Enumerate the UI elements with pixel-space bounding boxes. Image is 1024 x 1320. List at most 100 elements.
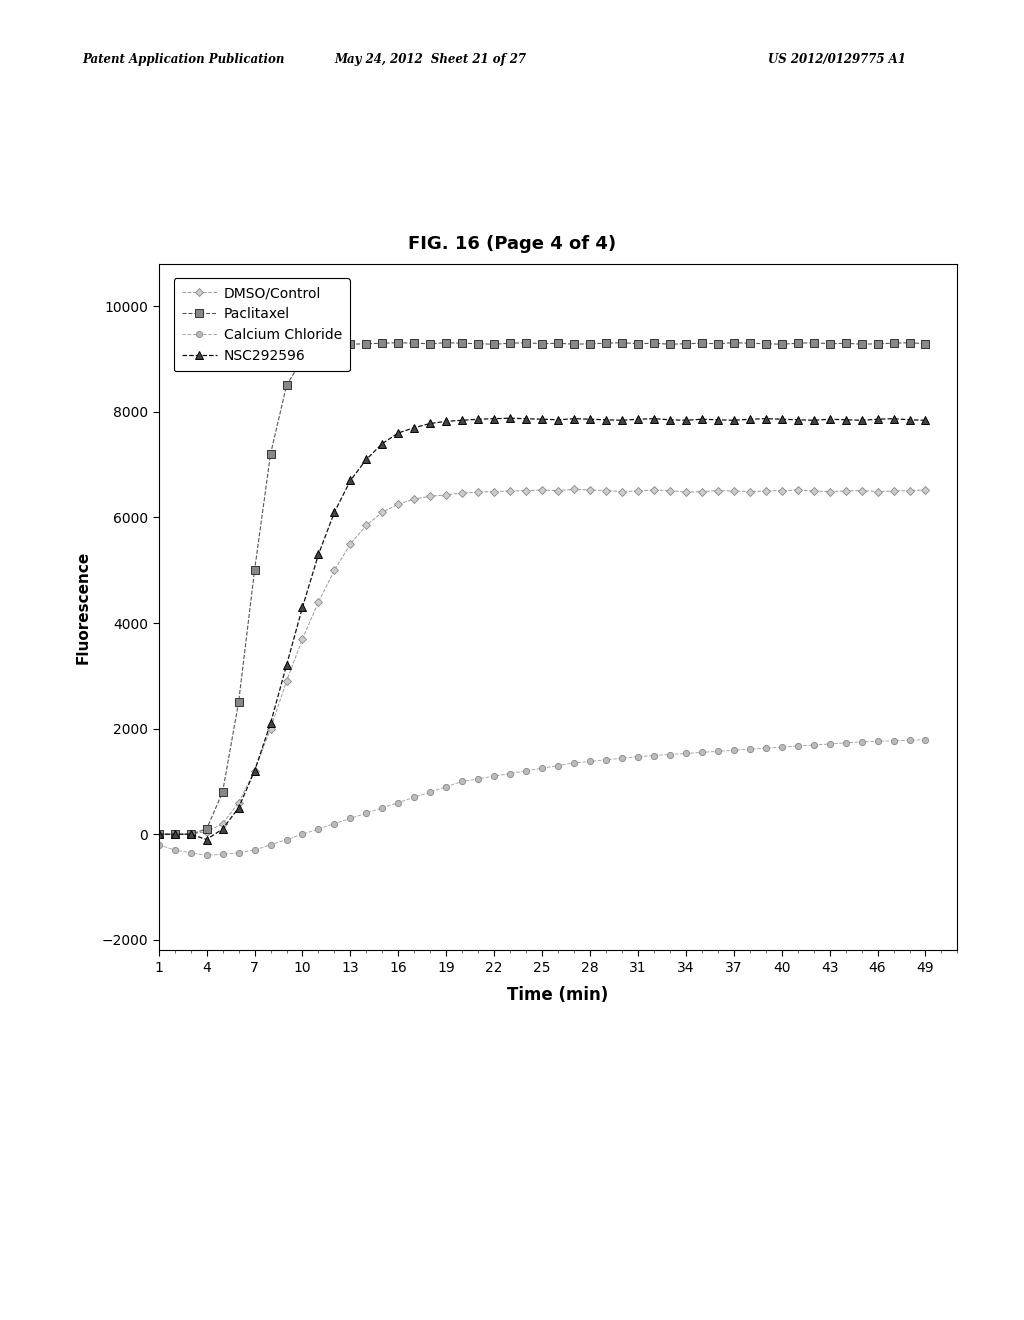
DMSO/Control (808, 483, 820, 499)
DMSO/Control (600, 483, 612, 499)
NSC292596 (169, 826, 181, 842)
NSC292596 (600, 412, 612, 428)
NSC292596 (201, 832, 213, 847)
Paclitaxel (728, 335, 740, 351)
DMSO/Control (424, 488, 436, 504)
NSC292596 (615, 412, 628, 428)
Line: Calcium Chloride: Calcium Chloride (156, 737, 929, 858)
Text: US 2012/0129775 A1: US 2012/0129775 A1 (768, 53, 906, 66)
NSC292596 (504, 411, 516, 426)
NSC292596 (216, 821, 228, 837)
Paclitaxel (792, 335, 804, 351)
NSC292596 (409, 420, 421, 436)
Paclitaxel (472, 335, 484, 351)
DMSO/Control (472, 484, 484, 500)
NSC292596 (153, 826, 165, 842)
Calcium Chloride (504, 766, 516, 781)
Paclitaxel (536, 335, 548, 351)
Calcium Chloride (296, 826, 308, 842)
Calcium Chloride (903, 733, 915, 748)
Paclitaxel (600, 335, 612, 351)
Calcium Chloride (888, 733, 900, 748)
NSC292596 (424, 416, 436, 432)
DMSO/Control (488, 483, 501, 499)
Calcium Chloride (376, 800, 388, 816)
Paclitaxel (920, 335, 932, 351)
DMSO/Control (888, 483, 900, 499)
DMSO/Control (552, 483, 564, 499)
DMSO/Control (392, 496, 404, 512)
Paclitaxel (153, 826, 165, 842)
NSC292596 (184, 826, 197, 842)
NSC292596 (903, 412, 915, 428)
NSC292596 (855, 412, 867, 428)
NSC292596 (552, 412, 564, 428)
Line: NSC292596: NSC292596 (155, 414, 930, 843)
NSC292596 (728, 412, 740, 428)
DMSO/Control (775, 483, 787, 499)
NSC292596 (568, 411, 581, 426)
NSC292596 (808, 412, 820, 428)
Paclitaxel (392, 335, 404, 351)
Paclitaxel (903, 335, 915, 351)
Calcium Chloride (344, 810, 356, 826)
Paclitaxel (312, 341, 325, 356)
Calcium Chloride (823, 737, 836, 752)
Text: May 24, 2012  Sheet 21 of 27: May 24, 2012 Sheet 21 of 27 (334, 53, 526, 66)
Paclitaxel (409, 335, 421, 351)
Paclitaxel (504, 335, 516, 351)
NSC292596 (520, 411, 532, 426)
NSC292596 (648, 411, 660, 426)
Calcium Chloride (536, 760, 548, 776)
Calcium Chloride (424, 784, 436, 800)
Paclitaxel (615, 335, 628, 351)
NSC292596 (536, 412, 548, 428)
DMSO/Control (632, 483, 644, 499)
Calcium Chloride (743, 742, 756, 758)
Calcium Chloride (216, 846, 228, 862)
Calcium Chloride (552, 758, 564, 774)
Paclitaxel (775, 337, 787, 352)
Calcium Chloride (855, 734, 867, 750)
Text: Patent Application Publication: Patent Application Publication (82, 53, 285, 66)
Paclitaxel (184, 826, 197, 842)
Paclitaxel (888, 335, 900, 351)
NSC292596 (232, 800, 245, 816)
NSC292596 (871, 412, 884, 428)
Calcium Chloride (680, 746, 692, 762)
Paclitaxel (329, 338, 341, 354)
DMSO/Control (760, 483, 772, 499)
NSC292596 (296, 599, 308, 615)
NSC292596 (344, 473, 356, 488)
DMSO/Control (648, 482, 660, 498)
Calcium Chloride (584, 754, 596, 770)
Calcium Chloride (920, 731, 932, 747)
DMSO/Control (376, 504, 388, 520)
NSC292596 (488, 411, 501, 426)
DMSO/Control (568, 482, 581, 498)
DMSO/Control (249, 763, 261, 779)
NSC292596 (472, 412, 484, 428)
Calcium Chloride (153, 837, 165, 853)
Calcium Chloride (808, 737, 820, 752)
Paclitaxel (296, 351, 308, 367)
NSC292596 (440, 413, 453, 429)
Line: Paclitaxel: Paclitaxel (155, 339, 930, 838)
Calcium Chloride (456, 774, 468, 789)
Calcium Chloride (392, 795, 404, 810)
Calcium Chloride (871, 734, 884, 750)
Paclitaxel (695, 335, 708, 351)
Calcium Chloride (232, 845, 245, 861)
Paclitaxel (281, 378, 293, 393)
NSC292596 (360, 451, 373, 467)
NSC292596 (584, 412, 596, 428)
DMSO/Control (344, 536, 356, 552)
DMSO/Control (440, 487, 453, 503)
NSC292596 (281, 657, 293, 673)
NSC292596 (888, 411, 900, 426)
NSC292596 (249, 763, 261, 779)
Calcium Chloride (615, 750, 628, 766)
Paclitaxel (249, 562, 261, 578)
DMSO/Control (296, 631, 308, 647)
Paclitaxel (648, 335, 660, 351)
